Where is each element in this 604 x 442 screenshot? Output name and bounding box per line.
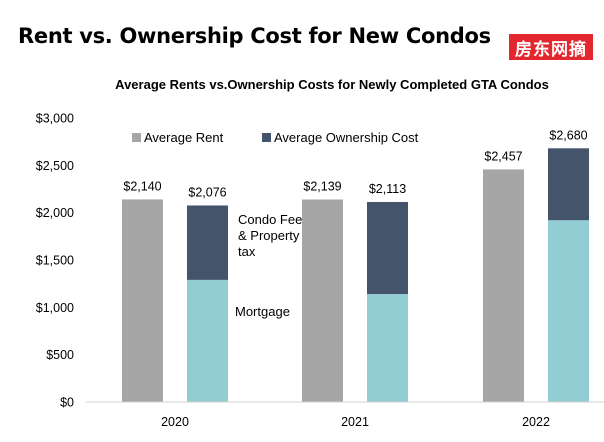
x-axis: 2020 2021 2022 (86, 401, 604, 429)
brand-logo: 房东网摘 (509, 34, 593, 60)
data-label-rent: $2,139 (303, 180, 341, 194)
y-tick-label: $0 (60, 396, 74, 410)
data-label-ownership: $2,680 (549, 128, 587, 142)
bars-group: $2,140 $2,076 $2,139 $2,113 $2,457 $2,680 (122, 128, 589, 402)
bar-average-rent (122, 199, 163, 402)
chart-title: Average Rents vs.Ownership Costs for New… (115, 77, 549, 92)
chart-legend: Average Rent Average Ownership Cost (132, 130, 419, 145)
annotation-mortgage: Mortgage (235, 304, 290, 319)
page-title: Rent vs. Ownership Cost for New Condos (18, 24, 491, 48)
bar-segment-condo-fee-tax (548, 148, 589, 221)
bar-segment-mortgage (548, 220, 589, 402)
bar-average-rent (302, 199, 343, 402)
bar-average-rent (483, 169, 524, 402)
y-tick-label: $1,500 (36, 254, 74, 268)
bar-segment-condo-fee-tax (367, 201, 408, 295)
annotation-condo-fee: & Property (238, 228, 300, 243)
x-tick-label: 2022 (522, 415, 550, 429)
data-label-rent: $2,140 (123, 179, 161, 193)
y-tick-label: $1,000 (36, 301, 74, 315)
bar-segment-condo-fee-tax (187, 205, 228, 280)
y-axis: $0 $500 $1,000 $1,500 $2,000 $2,500 $3,000 (36, 112, 74, 410)
bar-segment-mortgage (367, 294, 408, 402)
y-tick-label: $2,500 (36, 159, 74, 173)
y-tick-label: $500 (46, 348, 74, 362)
data-label-ownership: $2,076 (188, 185, 226, 199)
annotation-condo-fee: Condo Fee (238, 212, 302, 227)
legend-swatch (132, 133, 141, 142)
y-tick-label: $2,000 (36, 206, 74, 220)
legend-label: Average Ownership Cost (274, 130, 419, 145)
annotation-condo-fee: tax (238, 244, 256, 259)
data-label-ownership: $2,113 (369, 182, 406, 196)
y-tick-label: $3,000 (36, 112, 74, 126)
data-label-rent: $2,457 (484, 149, 522, 163)
x-tick-label: 2021 (341, 415, 369, 429)
x-tick-label: 2020 (161, 415, 189, 429)
bar-segment-mortgage (187, 279, 228, 402)
legend-swatch (262, 133, 271, 142)
legend-label: Average Rent (144, 130, 224, 145)
